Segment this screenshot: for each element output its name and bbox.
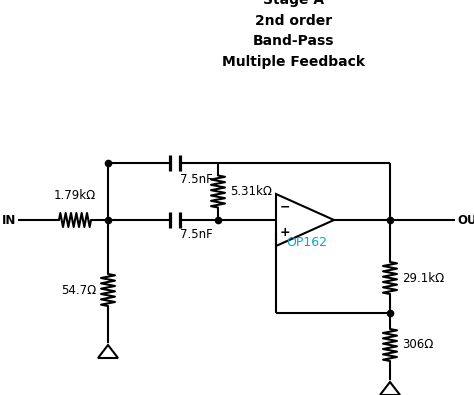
Text: Stage A
2nd order
Band-Pass
Multiple Feedback: Stage A 2nd order Band-Pass Multiple Fee… — [222, 0, 365, 69]
Text: OUT: OUT — [457, 214, 474, 226]
Text: −: − — [280, 201, 290, 214]
Text: IN: IN — [1, 214, 16, 226]
Text: 5.31kΩ: 5.31kΩ — [230, 185, 272, 198]
Text: +: + — [280, 226, 290, 239]
Text: 306Ω: 306Ω — [402, 339, 433, 352]
Text: 54.7Ω: 54.7Ω — [61, 284, 96, 297]
Text: 1.79kΩ: 1.79kΩ — [54, 189, 96, 202]
Text: OP162: OP162 — [286, 235, 328, 248]
Text: 7.5nF: 7.5nF — [180, 228, 213, 241]
Text: 7.5nF: 7.5nF — [180, 173, 213, 186]
Text: 29.1kΩ: 29.1kΩ — [402, 271, 444, 284]
